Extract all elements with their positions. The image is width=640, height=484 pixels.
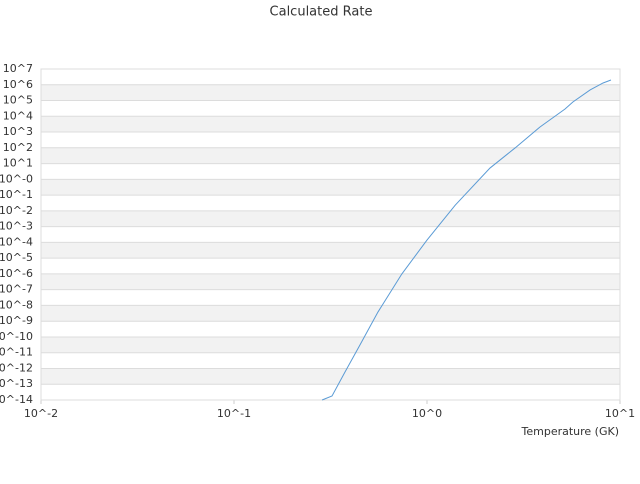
band xyxy=(41,305,620,322)
y-tick-label: 10^-10 xyxy=(0,330,33,343)
y-tick-label: 10^-0 xyxy=(0,172,33,185)
y-tick-label: 10^-3 xyxy=(0,220,33,233)
band xyxy=(41,336,620,353)
x-tick-label: 10^-2 xyxy=(24,407,58,420)
y-tick-label: 10^-6 xyxy=(0,267,33,280)
band xyxy=(41,242,620,259)
band xyxy=(41,84,620,101)
y-tick-label: 10^7 xyxy=(3,62,33,75)
y-tick-label: 10^-4 xyxy=(0,235,33,248)
y-tick-label: 10^-11 xyxy=(0,346,33,359)
band xyxy=(41,273,620,290)
band xyxy=(41,210,620,227)
chart-title: Calculated Rate xyxy=(270,5,373,20)
band xyxy=(41,368,620,385)
band xyxy=(41,116,620,133)
y-tick-label: 10^-14 xyxy=(0,393,33,406)
y-tick-label: 10^-2 xyxy=(0,204,33,217)
y-tick-label: 10^-8 xyxy=(0,298,33,311)
x-axis-label: Temperature (GK) xyxy=(521,425,620,438)
y-tick-label: 10^-5 xyxy=(0,251,33,264)
y-tick-label: 10^3 xyxy=(3,125,33,138)
y-tick-label: 10^-9 xyxy=(0,314,33,327)
y-tick-label: 10^6 xyxy=(3,78,33,91)
y-tick-label: 10^5 xyxy=(3,94,33,107)
y-tick-label: 10^1 xyxy=(3,157,33,170)
x-tick-label: 10^1 xyxy=(605,407,635,420)
x-tick-label: 10^-1 xyxy=(217,407,251,420)
y-tick-label: 10^2 xyxy=(3,141,33,154)
y-tick-label: 10^-12 xyxy=(0,361,33,374)
y-tick-label: 10^-7 xyxy=(0,283,33,296)
line-series xyxy=(321,79,612,401)
x-tick-label: 10^0 xyxy=(412,407,442,420)
y-tick-label: 10^-13 xyxy=(0,377,33,390)
y-tick-label: 10^4 xyxy=(3,109,33,122)
band xyxy=(41,179,620,196)
y-tick-label: 10^-1 xyxy=(0,188,33,201)
band xyxy=(41,147,620,164)
plot-frame xyxy=(40,68,621,401)
